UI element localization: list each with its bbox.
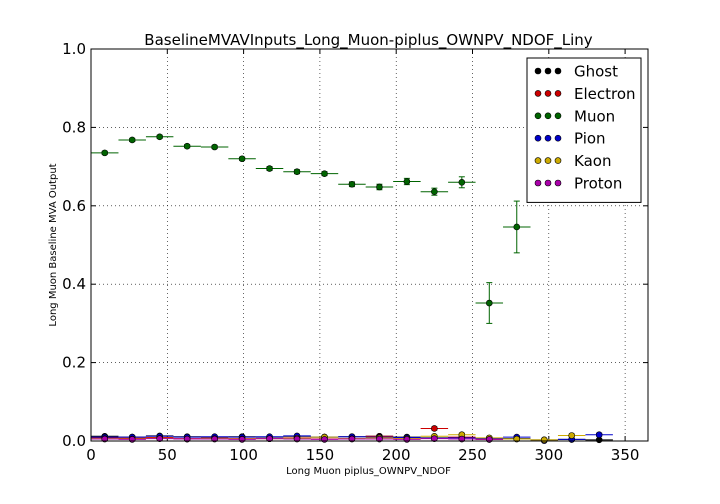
legend-label-kaon: Kaon [574,152,611,170]
legend-marker-electron [554,90,562,97]
y-tick-label: 0.4 [62,275,86,293]
x-tick-label: 350 [611,446,640,464]
muon-point [101,149,109,157]
muon-point [513,223,521,231]
x-axis-ticks: 0 50 100 150 200 250 300 350 [86,49,639,464]
plot-area [91,133,613,444]
muon-point [485,299,493,307]
legend-label-electron: Electron [574,85,636,103]
legend-marker-muon [544,112,552,120]
legend-marker-pion [554,134,562,142]
x-tick-label: 150 [306,446,335,464]
x-axis-label: Long Muon piplus_OWNPV_NDOF [286,466,451,477]
legend-marker-ghost [534,67,542,75]
axes-frame [90,48,649,442]
muon-point [156,133,163,141]
series-muon [91,133,531,324]
legend-marker-proton [544,179,552,187]
y-axis-ticks: 0.0 0.2 0.4 0.6 0.8 1.0 [62,40,648,450]
legend-marker-muon [534,112,542,120]
kaon-point [540,436,548,444]
muon-point [376,183,383,191]
proton-point [431,435,438,442]
proton-point [156,435,163,442]
muon-point [238,155,246,163]
muon-point [321,170,328,177]
grid-lines [91,49,648,441]
legend-label-pion: Pion [574,130,606,148]
y-tick-label: 0.0 [62,432,86,450]
muon-point [431,188,438,195]
legend-marker-proton [534,179,542,187]
legend-label-proton: Proton [574,175,622,193]
muon-point [211,143,218,151]
proton-point [238,436,246,443]
legend-box [526,57,642,203]
proton-point [128,436,136,443]
muon-point [348,180,356,188]
y-tick-label: 0.8 [62,118,86,136]
proton-point [485,436,493,443]
x-tick-label: 300 [534,446,563,464]
x-tick-label: 250 [458,446,487,464]
electron-point [431,425,438,432]
muon-point [293,168,301,175]
legend-marker-kaon [554,157,562,164]
legend-marker-muon [554,112,562,120]
legend: Ghost Electron Muon Pion Kaon Proton [526,57,642,203]
chart-title: BaselineMVAVInputs_Long_Muon-piplus_OWNP… [144,31,593,50]
muon-point [403,178,411,185]
legend-marker-proton [554,179,562,187]
x-tick-label: 50 [158,446,177,464]
legend-marker-electron [534,90,542,97]
muon-point [458,178,466,186]
legend-marker-pion [544,134,552,142]
proton-point [266,435,273,442]
pion-point [595,431,603,439]
legend-marker-pion [534,134,542,142]
y-tick-label: 0.6 [62,197,86,215]
x-tick-label: 0 [86,446,96,464]
legend-marker-ghost [544,67,552,75]
kaon-point [568,432,575,439]
legend-label-ghost: Ghost [574,63,618,81]
muon-point [128,136,136,144]
muon-point [183,142,191,150]
x-tick-label: 200 [382,446,411,464]
y-tick-label: 1.0 [62,40,86,58]
y-tick-label: 0.2 [62,354,86,372]
proton-point [403,436,411,443]
legend-marker-kaon [534,157,542,164]
legend-marker-kaon [544,157,552,164]
legend-marker-electron [544,90,552,97]
y-axis-label: Long Muon Baseline MVA Output [48,163,59,326]
legend-marker-ghost [554,67,562,75]
legend-label-muon: Muon [574,107,615,125]
muon-point [266,165,273,172]
x-tick-label: 100 [229,446,258,464]
proton-point [321,436,328,443]
